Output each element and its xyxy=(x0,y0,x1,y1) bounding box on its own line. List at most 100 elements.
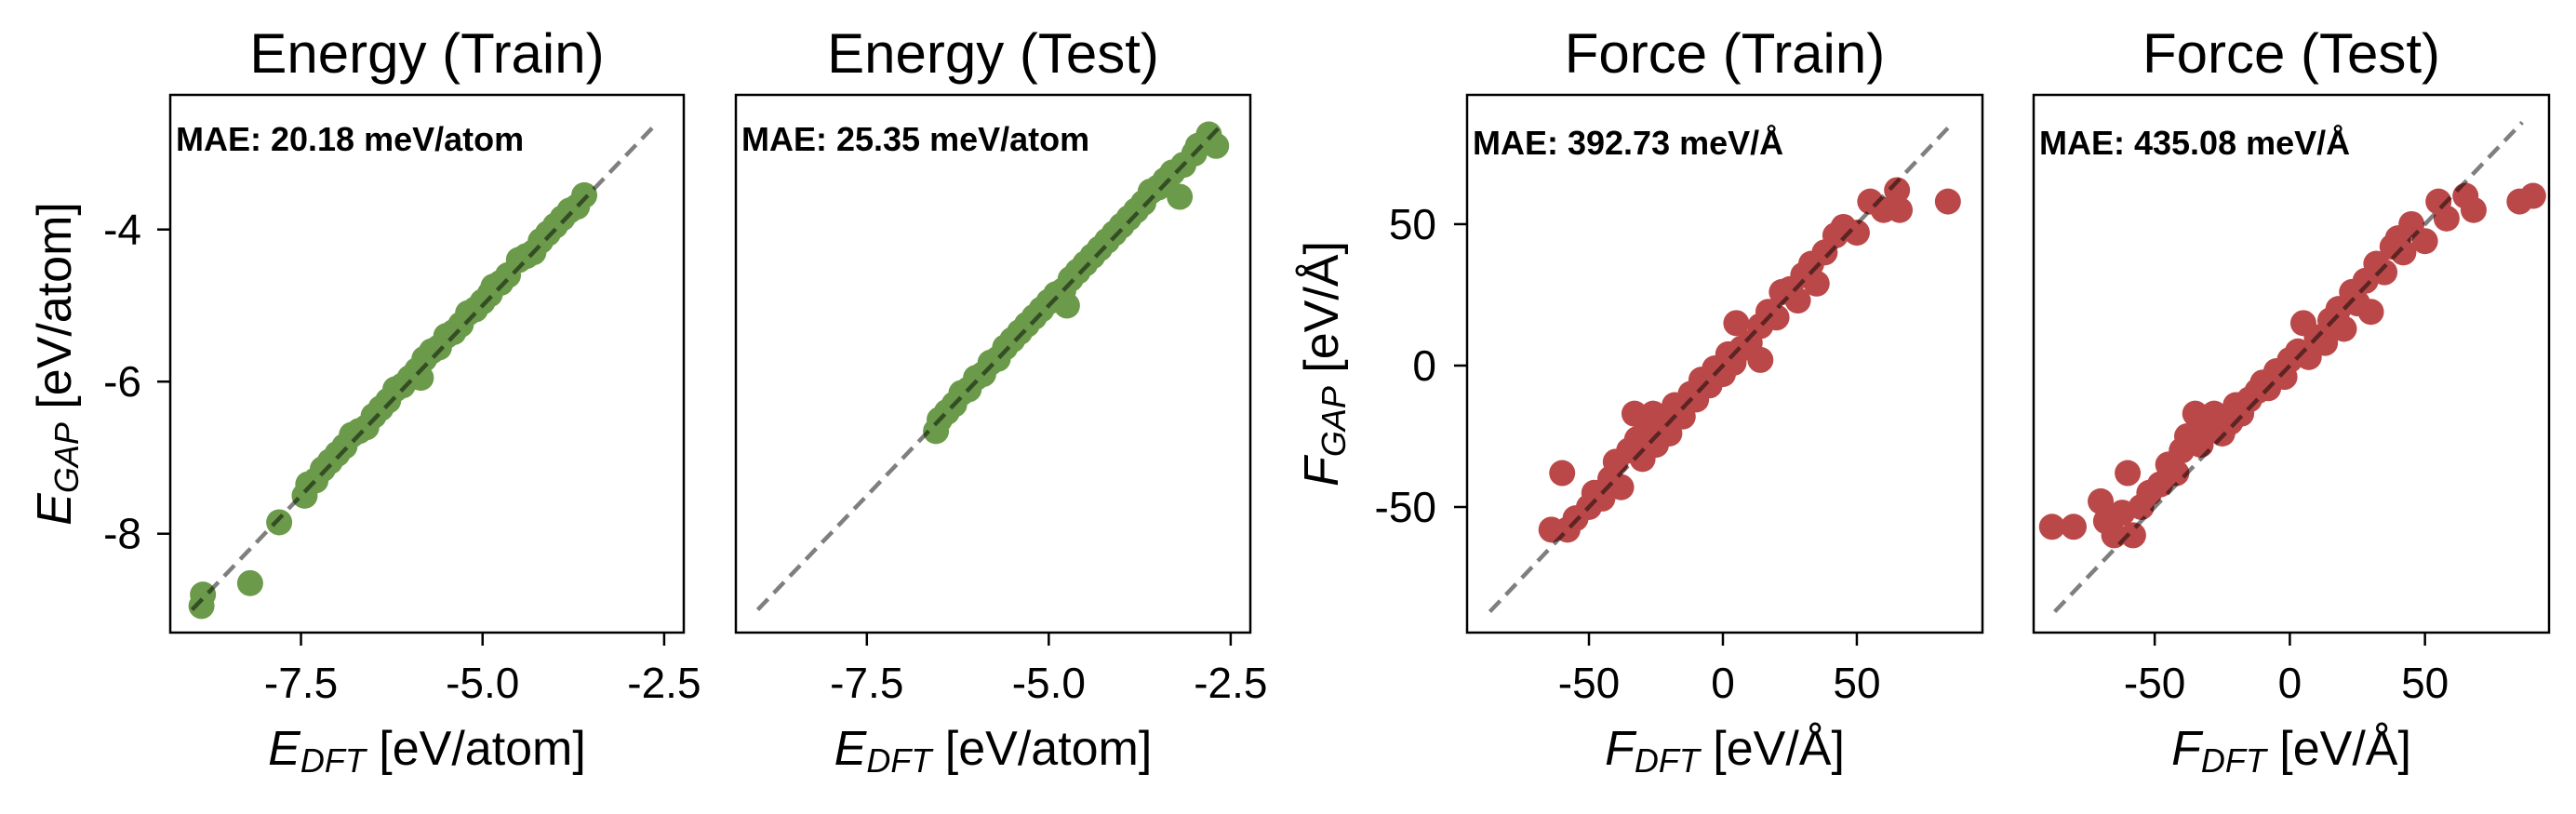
mae-annotation: MAE: 435.08 meV/Å xyxy=(2039,124,2350,162)
mae-annotation: MAE: 25.35 meV/atom xyxy=(741,120,1089,158)
x-tick-label: 50 xyxy=(2401,659,2449,707)
scatter-point xyxy=(1589,485,1616,512)
scatter-point xyxy=(571,181,598,208)
scatter-point xyxy=(2433,205,2460,232)
parity-line xyxy=(755,121,1225,612)
y-tick-label: 0 xyxy=(1412,341,1436,390)
y-axis-label: FGAP [eV/Å] xyxy=(1295,241,1353,487)
scatter-point xyxy=(2119,522,2146,549)
scatter-point xyxy=(2115,460,2142,487)
scatter-point xyxy=(2460,196,2487,223)
scatter-point xyxy=(2060,514,2087,540)
scatter-point xyxy=(1803,270,1830,297)
scatter-points xyxy=(755,121,1230,612)
axes-frame xyxy=(168,93,686,634)
y-tick-label: -4 xyxy=(103,206,141,254)
x-tick-label: -2.5 xyxy=(1194,659,1267,707)
scatter-point xyxy=(266,509,293,536)
y-label-subscript: GAP xyxy=(47,422,86,493)
x-tick-label: -50 xyxy=(1558,659,1620,707)
x-axis-label: FDFT [eV/Å] xyxy=(1605,722,1845,780)
x-label-subscript: DFT xyxy=(2201,741,2269,780)
axes-frame xyxy=(2032,93,2551,634)
scatter-point xyxy=(1549,460,1576,487)
x-tick-label: -5.0 xyxy=(1012,659,1086,707)
x-label-unit: [eV/atom] xyxy=(366,722,586,776)
scatter-point xyxy=(2357,299,2384,326)
parity-line xyxy=(1488,120,1955,614)
subplot-title: Force (Train) xyxy=(1565,22,1885,85)
y-label-unit: [eV/atom] xyxy=(28,202,82,422)
x-label-subscript: DFT xyxy=(300,741,368,780)
x-tick-label: 50 xyxy=(1833,659,1880,707)
y-axis-label: EGAP [eV/atom] xyxy=(28,202,86,526)
scatter-point xyxy=(2411,228,2438,255)
scatter-point xyxy=(2038,514,2065,540)
scatter-point xyxy=(1167,183,1194,210)
y-label-subscript: GAP xyxy=(1315,386,1353,457)
x-tick-label: 0 xyxy=(2278,659,2302,707)
y-tick-label: 50 xyxy=(1389,200,1436,248)
x-label-unit: [eV/Å] xyxy=(2266,722,2411,776)
x-axis-label: FDFT [eV/Å] xyxy=(2171,722,2411,780)
y-label-unit: [eV/Å] xyxy=(1295,241,1349,386)
scatter-points xyxy=(188,121,659,620)
x-tick-label: -5.0 xyxy=(446,659,519,707)
scatter-point xyxy=(1053,292,1080,319)
scatter-point xyxy=(2330,315,2357,342)
subplot-1: -7.5 -5.0 -2.5 -4 -6 -8 Energy (Train) MAE: 20.… xyxy=(28,22,701,780)
x-label-symbol: E xyxy=(834,722,868,776)
x-label-unit: [eV/atom] xyxy=(931,722,1152,776)
scatter-point xyxy=(1843,220,1870,247)
x-label-subscript: DFT xyxy=(866,741,934,780)
x-tick-label: 0 xyxy=(1711,659,1735,707)
subplot-4: -50 0 50 Force (Test) MAE: 435.08 meV/Å FDFT … xyxy=(2032,22,2551,780)
scatter-point xyxy=(2371,259,2398,286)
parity-line xyxy=(190,121,659,612)
scatter-point xyxy=(2163,460,2190,487)
x-tick-label: -50 xyxy=(2124,659,2185,707)
scatter-point xyxy=(1784,287,1811,314)
y-label-symbol: F xyxy=(1295,454,1349,487)
x-label-symbol: E xyxy=(268,722,301,776)
axes-frame xyxy=(1465,93,1984,634)
y-label-symbol: E xyxy=(28,492,82,526)
scatter-point xyxy=(1608,474,1635,500)
mae-annotation: MAE: 20.18 meV/atom xyxy=(176,120,524,158)
x-label-symbol: F xyxy=(2171,722,2204,776)
scatter-point xyxy=(1723,310,1750,337)
x-axis-label: EDFT [eV/atom] xyxy=(268,722,586,780)
x-label-symbol: F xyxy=(1605,722,1637,776)
x-label-subscript: DFT xyxy=(1635,741,1702,780)
x-tick-label: -7.5 xyxy=(830,659,903,707)
parity-line xyxy=(2053,120,2524,614)
subplot-2: -7.5 -5.0 -2.5 Energy (Test) MAE: 25.35 meV/… xyxy=(734,22,1268,780)
axes-frame xyxy=(734,93,1252,634)
scatter-point xyxy=(190,581,217,608)
scatter-point xyxy=(1884,177,1911,204)
scatter-point xyxy=(1747,346,1774,373)
y-tick-label: -6 xyxy=(103,357,141,406)
scatter-points xyxy=(2038,120,2546,614)
scatter-point xyxy=(1203,132,1230,159)
subplot-3: -50 0 50 50 0 -50 Force (Train) MAE: 392.73 meV… xyxy=(1295,22,1984,780)
mae-annotation: MAE: 392.73 meV/Å xyxy=(1473,124,1783,162)
x-label-unit: [eV/Å] xyxy=(1700,722,1845,776)
x-tick-label: -7.5 xyxy=(264,659,338,707)
subplot-title: Energy (Test) xyxy=(827,22,1159,85)
subplot-title: Force (Test) xyxy=(2142,22,2440,85)
x-tick-label: -2.5 xyxy=(627,659,701,707)
scatter-point xyxy=(2519,182,2546,209)
subplot-title: Energy (Train) xyxy=(249,22,604,85)
scatter-point xyxy=(236,569,263,596)
y-tick-label: -50 xyxy=(1375,483,1436,531)
scatter-point xyxy=(2088,487,2115,514)
scatter-point xyxy=(2390,239,2417,266)
x-axis-label: EDFT [eV/atom] xyxy=(834,722,1153,780)
scatter-point xyxy=(1763,304,1790,331)
scatter-points xyxy=(1488,120,1961,614)
scatter-point xyxy=(1887,196,1914,223)
scatter-point xyxy=(1934,188,1961,215)
y-tick-label: -8 xyxy=(103,510,141,558)
